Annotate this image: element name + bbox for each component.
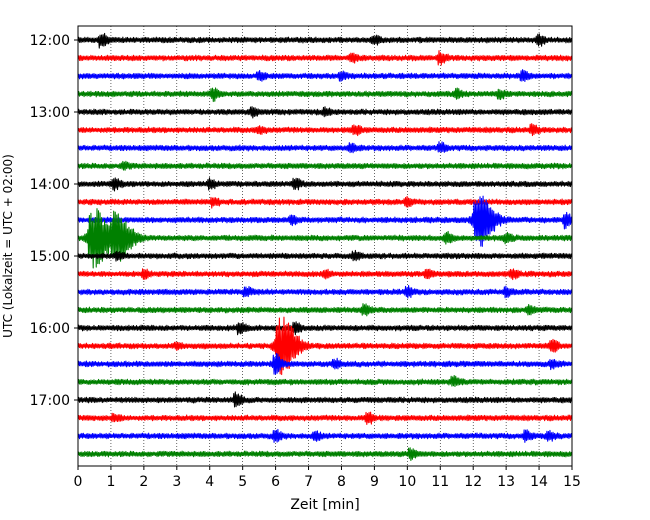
x-tick-label: 13 xyxy=(497,474,515,490)
grid-lines xyxy=(110,26,540,466)
trace-line xyxy=(78,123,572,137)
x-tick-label: 11 xyxy=(431,474,449,490)
trace-line xyxy=(78,195,572,247)
x-tick-label: 15 xyxy=(563,474,581,490)
trace-line xyxy=(78,391,572,408)
trace-line xyxy=(78,268,572,281)
trace-line xyxy=(78,321,572,336)
x-tick-label: 2 xyxy=(139,474,148,490)
y-tick-label: 13:00 xyxy=(30,105,70,121)
trace-line xyxy=(78,177,572,192)
trace-line xyxy=(78,87,572,103)
x-tick-label: 0 xyxy=(74,474,83,490)
trace-line xyxy=(78,50,572,66)
plot-frame xyxy=(77,25,573,467)
y-tick-label: 17:00 xyxy=(30,393,70,409)
trace-line xyxy=(78,141,572,154)
trace-line xyxy=(78,374,572,388)
trace-line xyxy=(78,32,572,49)
x-tick-label: 14 xyxy=(530,474,548,490)
x-tick-label: 3 xyxy=(172,474,181,490)
x-tick-label: 1 xyxy=(106,474,115,490)
trace-line xyxy=(78,284,572,299)
trace-line xyxy=(78,428,572,443)
trace-line xyxy=(78,411,572,425)
trace-line xyxy=(78,69,572,83)
x-tick-label: 8 xyxy=(337,474,346,490)
x-tick-label: 5 xyxy=(238,474,247,490)
trace-line xyxy=(78,160,572,171)
trace-line xyxy=(78,208,572,269)
x-tick-label: 7 xyxy=(304,474,313,490)
x-tick-label: 10 xyxy=(398,474,416,490)
trace-line xyxy=(78,249,572,262)
x-tick-label: 12 xyxy=(464,474,482,490)
y-tick-label: 15:00 xyxy=(30,249,70,265)
y-tick-label: 16:00 xyxy=(30,321,70,337)
trace-line xyxy=(78,352,572,375)
x-tick-label: 9 xyxy=(370,474,379,490)
x-tick-label: 4 xyxy=(205,474,214,490)
trace-line xyxy=(78,106,572,119)
trace-line xyxy=(78,447,572,462)
x-axis-label: Zeit [min] xyxy=(290,497,359,513)
y-tick-label: 14:00 xyxy=(30,177,70,193)
y-tick-label: 12:00 xyxy=(30,33,70,49)
x-axis-ticks: 0 1 2 3 4 5 6 7 8 9 10 11 12 13 14 15 xyxy=(74,466,581,490)
seismogram-traces xyxy=(78,32,572,462)
y-axis-ticks: 12:00 13:00 14:00 15:00 16:00 17:00 xyxy=(30,33,78,409)
trace-line xyxy=(78,303,572,317)
x-tick-label: 6 xyxy=(271,474,280,490)
trace-line xyxy=(78,316,572,376)
y-axis-label: UTC (Lokalzeit = UTC + 02:00) xyxy=(1,154,15,338)
trace-line xyxy=(78,195,572,209)
